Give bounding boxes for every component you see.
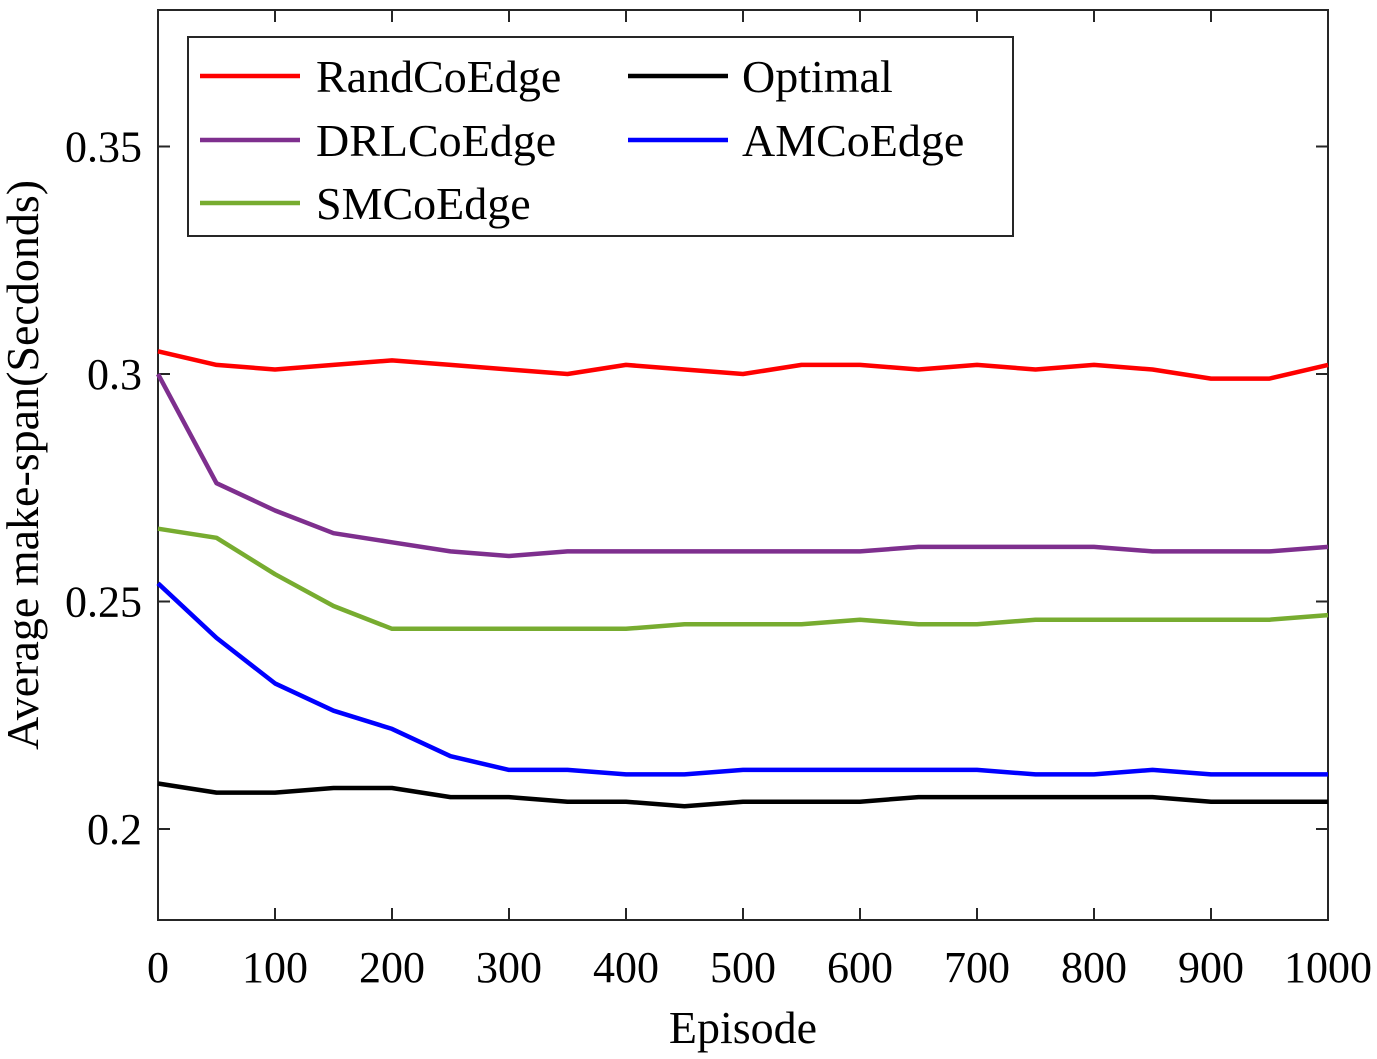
series-lines: [156, 349, 1329, 809]
y-tick-label: 0.25: [65, 578, 142, 627]
legend-label-optimal: Optimal: [742, 51, 893, 102]
y-tick-label: 0.3: [87, 350, 142, 399]
legend-box: [187, 36, 1014, 237]
x-tick-label: 700: [944, 943, 1010, 992]
x-tick-label: 900: [1178, 943, 1244, 992]
x-tick-label: 1000: [1284, 943, 1372, 992]
x-tick-label: 500: [710, 943, 776, 992]
x-tick-label: 600: [827, 943, 893, 992]
series-line-optimal: [157, 781, 1328, 809]
y-tick-label: 0.35: [65, 123, 142, 172]
series-line-smcoedge: [157, 526, 1329, 632]
y-axis-title: Average make-span(Secdonds): [0, 180, 48, 750]
x-tick-label: 0: [147, 943, 169, 992]
legend-label-randcoedge: RandCoEdge: [316, 51, 561, 102]
legend: RandCoEdge Optimal DRLCoEdge AMCoEdge SMCoEd…: [187, 36, 1014, 237]
series-line-amcoedge: [156, 581, 1328, 777]
x-axis-ticks: 0 100 200 300 400 500 600 700 800 900 1000: [147, 10, 1372, 992]
legend-label-smcoedge: SMCoEdge: [316, 178, 531, 229]
x-axis-title: Episode: [669, 1002, 817, 1053]
legend-label-drlcoedge: DRLCoEdge: [316, 115, 556, 166]
series-line-drlcoedge: [156, 372, 1329, 559]
legend-label-amcoedge: AMCoEdge: [742, 115, 964, 166]
y-tick-label: 0.2: [87, 805, 142, 854]
x-tick-label: 300: [476, 943, 542, 992]
y-axis-ticks: 0.2 0.25 0.3 0.35: [65, 123, 1328, 854]
x-tick-label: 400: [593, 943, 659, 992]
x-tick-label: 800: [1061, 943, 1127, 992]
series-line-randcoedge: [157, 349, 1329, 381]
x-tick-label: 100: [242, 943, 308, 992]
x-tick-label: 200: [359, 943, 425, 992]
